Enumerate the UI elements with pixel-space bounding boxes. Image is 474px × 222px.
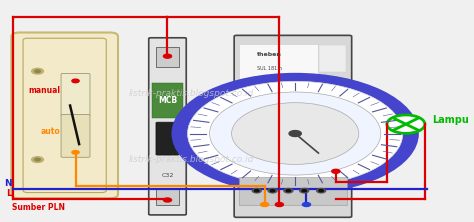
Circle shape — [252, 188, 261, 193]
FancyBboxPatch shape — [149, 38, 186, 215]
Circle shape — [387, 115, 425, 133]
Circle shape — [173, 74, 418, 193]
Circle shape — [35, 158, 40, 161]
Circle shape — [275, 202, 283, 206]
Circle shape — [210, 92, 381, 175]
FancyBboxPatch shape — [239, 44, 318, 83]
Circle shape — [268, 188, 277, 193]
Circle shape — [72, 79, 79, 83]
Circle shape — [270, 190, 275, 192]
FancyBboxPatch shape — [319, 46, 346, 72]
FancyBboxPatch shape — [156, 122, 179, 155]
Text: SUL 181 h: SUL 181 h — [257, 66, 282, 71]
Circle shape — [286, 190, 291, 192]
FancyBboxPatch shape — [155, 188, 179, 205]
FancyBboxPatch shape — [23, 38, 106, 192]
FancyBboxPatch shape — [11, 32, 118, 198]
Circle shape — [188, 81, 403, 186]
Text: listrik-praktis.blogspot.co.id: listrik-praktis.blogspot.co.id — [128, 89, 254, 98]
FancyBboxPatch shape — [61, 73, 90, 116]
Circle shape — [72, 151, 79, 154]
Circle shape — [35, 70, 40, 73]
Circle shape — [164, 54, 172, 58]
FancyBboxPatch shape — [234, 35, 352, 217]
Text: manual: manual — [28, 86, 61, 95]
Circle shape — [232, 103, 359, 164]
Text: listrik-praktis.blogspot.co.id: listrik-praktis.blogspot.co.id — [128, 155, 254, 164]
Circle shape — [255, 190, 259, 192]
Text: N: N — [4, 179, 12, 188]
Circle shape — [332, 169, 340, 173]
Circle shape — [164, 198, 172, 202]
Circle shape — [284, 188, 293, 193]
Text: L: L — [6, 189, 12, 198]
Circle shape — [289, 131, 301, 137]
Circle shape — [300, 188, 309, 193]
Text: Sumber PLN: Sumber PLN — [12, 203, 65, 212]
Text: theben: theben — [257, 52, 282, 57]
Text: auto: auto — [41, 127, 61, 136]
Circle shape — [261, 202, 269, 206]
Text: Lampu: Lampu — [432, 115, 468, 125]
Text: MCB: MCB — [158, 95, 177, 105]
FancyBboxPatch shape — [61, 115, 90, 157]
Text: C32: C32 — [161, 173, 173, 178]
Circle shape — [319, 190, 323, 192]
Circle shape — [302, 190, 307, 192]
Circle shape — [302, 202, 310, 206]
Circle shape — [32, 68, 44, 74]
Circle shape — [32, 157, 44, 163]
FancyBboxPatch shape — [239, 177, 347, 205]
Circle shape — [317, 188, 326, 193]
FancyBboxPatch shape — [155, 48, 179, 67]
FancyBboxPatch shape — [152, 83, 183, 118]
